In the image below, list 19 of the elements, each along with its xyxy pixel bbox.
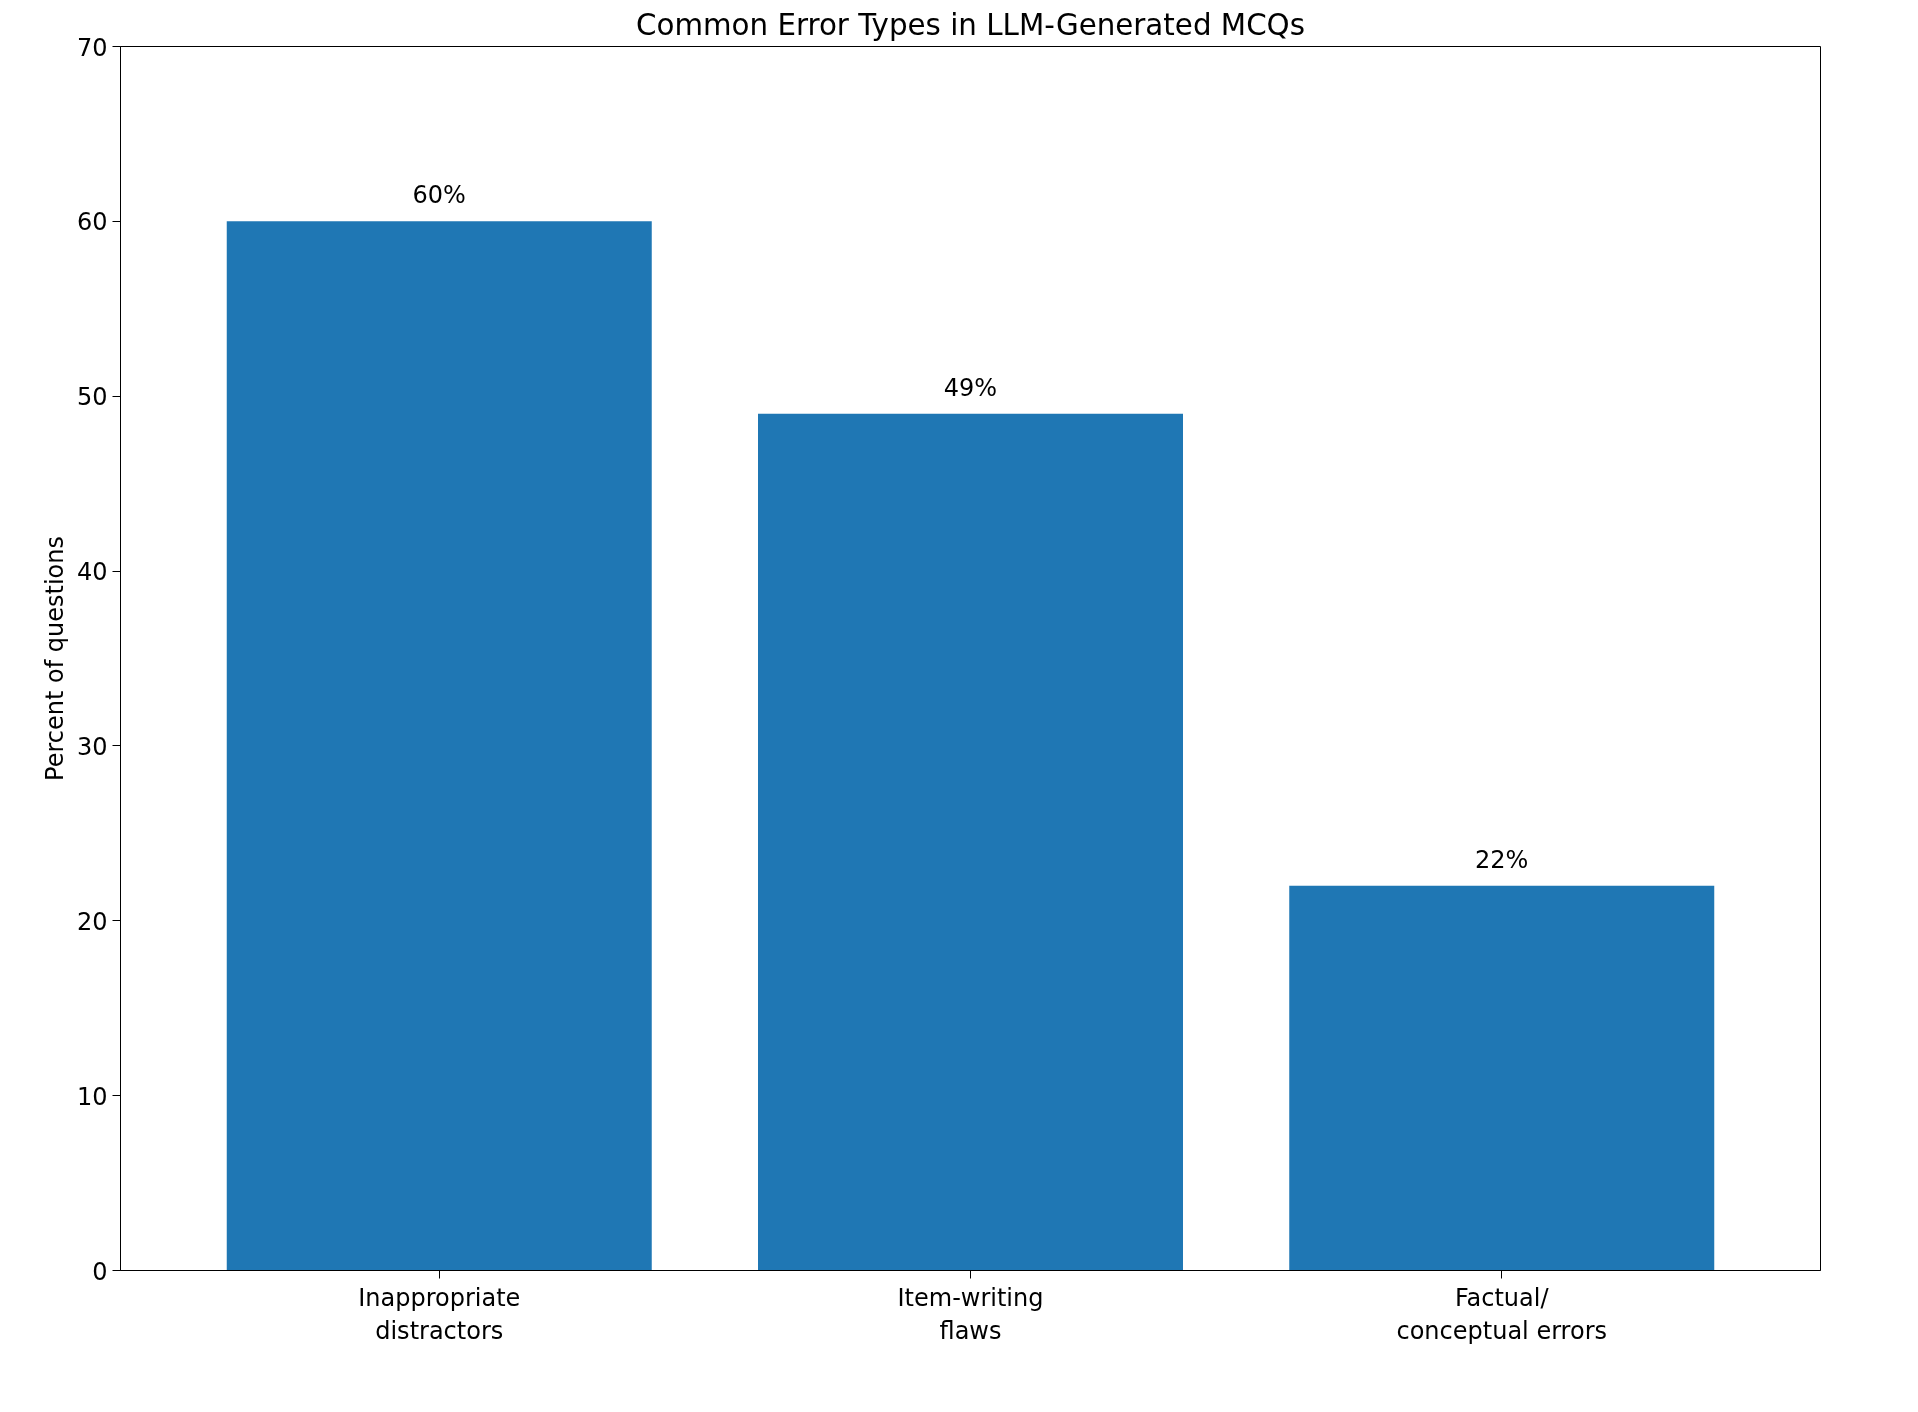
data-label: 60% [412,181,466,210]
bar [1289,885,1715,1271]
x-tick-label: Factual/ conceptual errors [1396,1283,1608,1346]
y-tick-label: 50 [76,383,108,412]
y-tick-label: 30 [76,732,108,761]
y-tick-label: 10 [76,1082,108,1111]
data-label: 49% [943,373,998,402]
bar [226,221,652,1271]
y-tick-label: 70 [76,33,108,62]
y-tick-label: 60 [76,208,108,237]
x-tick-label: Item-writing flaws [897,1283,1044,1346]
y-tick-label: 40 [76,558,108,587]
bar [758,413,1183,1271]
y-tick-label: 0 [92,1257,108,1286]
x-tick-label: Inappropriate distractors [358,1283,521,1346]
chart-title: Common Error Types in LLM-Generated MCQs [636,7,1305,42]
y-tick-label: 20 [76,907,108,936]
data-label: 22% [1475,845,1529,874]
y-axis-title: Percent of questions [40,536,69,781]
